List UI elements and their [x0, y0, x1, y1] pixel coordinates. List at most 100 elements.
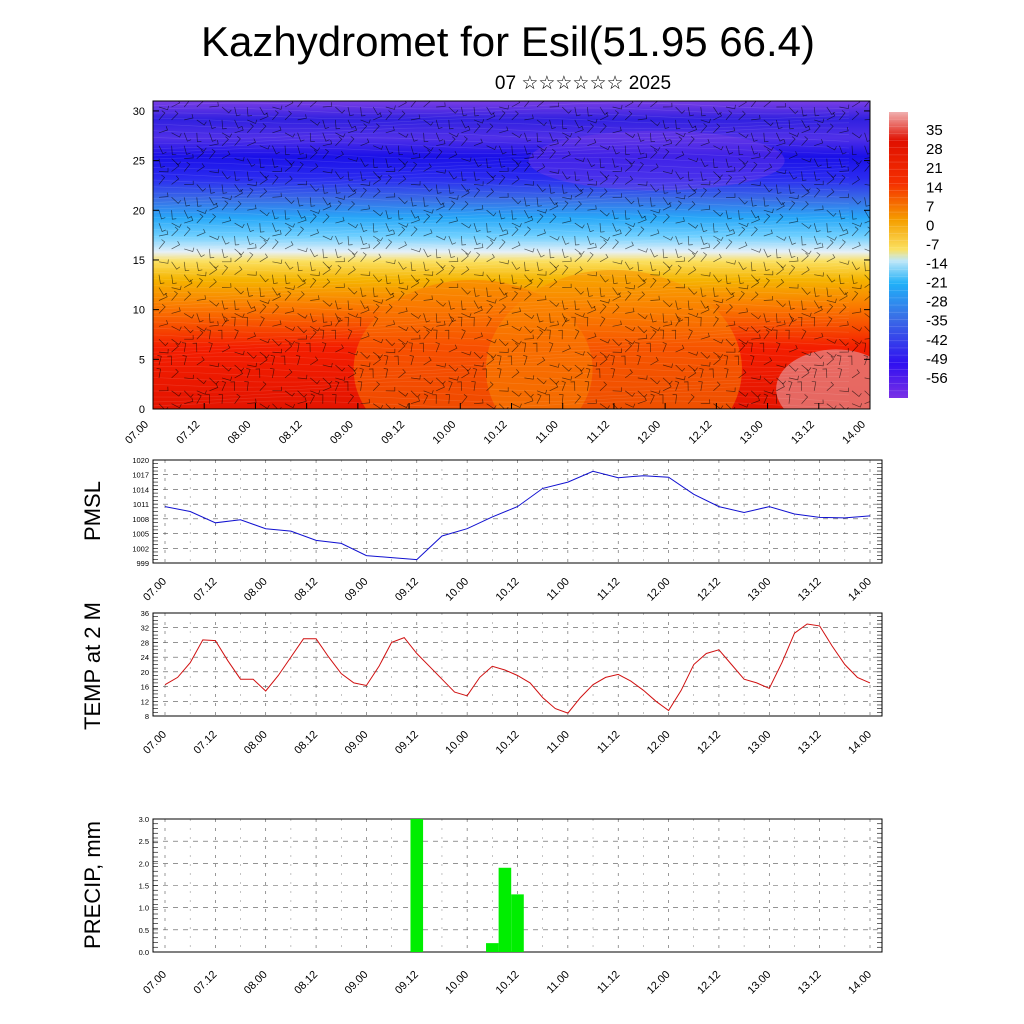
x-tick-label: 11.00: [545, 729, 572, 756]
wind-barb: [750, 132, 758, 142]
wind-barb: [423, 277, 430, 288]
wind-barb: [234, 235, 240, 246]
wind-barb: [814, 118, 825, 124]
wind-barb: [788, 200, 796, 211]
wind-barb: [574, 235, 580, 246]
wind-barb: [473, 158, 482, 167]
wind-barb: [738, 325, 749, 332]
wind-barb: [347, 189, 357, 198]
wind-barb: [297, 216, 307, 224]
wind-barb: [813, 252, 821, 263]
wind-barb: [788, 344, 798, 353]
wind-barb: [684, 316, 689, 327]
wind-barb: [436, 235, 447, 241]
wind-barb: [662, 184, 669, 194]
wind-barb: [473, 306, 483, 314]
wind-barb: [646, 342, 651, 353]
wind-barb: [473, 287, 480, 297]
wind-barb: [839, 166, 849, 172]
wind-barb: [486, 239, 494, 250]
wind-barb: [398, 390, 409, 397]
wind-barb: [826, 235, 837, 241]
wind-barb: [385, 387, 396, 392]
wind-barb: [171, 145, 177, 156]
wind-barb: [546, 329, 551, 340]
wind-barb: [851, 274, 858, 285]
wind-barb: [246, 171, 253, 181]
wind-barb: [738, 132, 749, 139]
colorbar-label: -28: [926, 294, 948, 311]
wind-barb: [599, 303, 607, 314]
wind-barb: [331, 329, 336, 340]
wind-barb: [322, 132, 330, 142]
wind-barb: [839, 320, 849, 327]
wind-barb: [688, 351, 699, 356]
wind-barb: [335, 300, 342, 310]
wind-barb: [398, 158, 408, 166]
wind-barb: [297, 247, 308, 253]
wind-barb: [335, 248, 342, 259]
wind-barb: [571, 316, 576, 327]
field-x-tick-label: 11.12: [585, 419, 612, 446]
wind-barb: [158, 338, 169, 347]
wind-barb: [360, 306, 370, 314]
wind-barb: [738, 175, 747, 185]
wind-barb: [247, 243, 257, 250]
wind-barb: [385, 287, 395, 296]
wind-barb: [209, 213, 217, 224]
wind-barb: [461, 351, 472, 356]
wind-barb: [297, 153, 307, 159]
wind-barb: [734, 355, 739, 366]
wind-barb: [612, 274, 618, 285]
wind-barb: [700, 351, 711, 359]
wind-barb: [822, 368, 828, 378]
wind-barb: [675, 344, 685, 353]
wind-barb: [599, 381, 608, 392]
wind-barb: [662, 235, 674, 241]
wind-barb: [457, 316, 463, 327]
wind-barb: [457, 381, 462, 391]
wind-barb: [158, 192, 169, 198]
wind-barb: [309, 197, 316, 207]
wind-barb: [385, 348, 396, 354]
wind-barb: [171, 110, 179, 121]
wind-barb: [158, 386, 169, 392]
wind-barb: [650, 197, 656, 207]
wind-barb: [688, 189, 697, 198]
wind-barb: [599, 356, 608, 366]
wind-barb: [335, 119, 341, 130]
wind-barb: [562, 217, 572, 224]
wind-barb: [272, 320, 282, 327]
wind-barb: [183, 197, 191, 207]
wind-barb: [394, 355, 399, 366]
wind-barb: [587, 287, 593, 297]
wind-barb: [662, 213, 670, 224]
wind-barb: [486, 158, 492, 168]
wind-barb: [209, 132, 217, 142]
field-y-tick-label: 10: [133, 305, 145, 317]
wind-barb: [700, 138, 710, 147]
wind-barb: [637, 181, 648, 186]
wind-barb: [499, 229, 509, 237]
wind-barb: [448, 380, 453, 391]
wind-barb: [561, 316, 568, 327]
wind-barb: [826, 239, 834, 250]
wind-barb: [511, 369, 520, 379]
wind-barb: [511, 158, 522, 165]
wind-barb: [357, 381, 363, 391]
wind-barb: [435, 184, 442, 194]
wind-barb: [183, 261, 190, 272]
wind-barb: [206, 329, 211, 340]
wind-barb: [751, 153, 761, 159]
wind-barb: [196, 261, 203, 272]
wind-barb: [473, 171, 480, 181]
wind-barb: [295, 342, 300, 353]
wind-barb: [574, 184, 584, 192]
wind-barb: [700, 332, 710, 340]
wind-barb: [687, 106, 694, 117]
wind-barb: [183, 291, 192, 301]
wind-barb: [776, 139, 786, 147]
wind-barb: [839, 110, 846, 121]
wind-barb: [725, 260, 736, 265]
wind-barb: [482, 368, 487, 378]
